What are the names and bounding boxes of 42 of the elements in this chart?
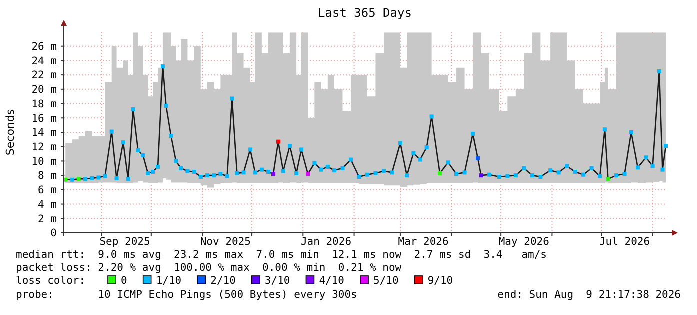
point: [476, 156, 480, 160]
point: [306, 172, 310, 176]
text: probe: 10 ICMP Echo Pings (500 Bytes) every 300s: [16, 289, 358, 301]
legend-label: 1/10: [156, 275, 182, 287]
point: [76, 177, 81, 182]
y-tick-label: 14 m: [32, 127, 57, 140]
text: packet loss: 2.20 % avg 100.00 % max 0.00 % min 0.21 % now: [16, 262, 402, 274]
y-tick-label: 20 m: [32, 84, 57, 96]
y-tick-label: 12 m: [32, 142, 57, 154]
text: end: Sun Aug 9 21:17:38 2026: [498, 289, 681, 301]
x-tick-label: Mar 2026: [398, 236, 449, 248]
point: [479, 174, 484, 178]
point: [276, 140, 280, 144]
y-tick-label: 26 m: [32, 41, 57, 54]
y-tick-label: 8 m: [38, 170, 57, 182]
chart-title: Last 365 Days: [318, 6, 412, 20]
point: [438, 171, 442, 176]
x-tick-label: Jan 2026: [300, 236, 352, 248]
x-tick-label: Sep 2025: [100, 236, 150, 248]
y-tick-label: 18 m: [32, 98, 57, 110]
y-tick-label: 24 m: [32, 55, 57, 68]
y-tick-label: 2 m: [38, 213, 57, 226]
y-tick-label: 0: [50, 228, 57, 240]
legend-title: loss color:: [16, 275, 86, 287]
y-axis-title: Seconds: [4, 109, 17, 156]
legend-label: 2/10: [210, 275, 236, 287]
legend-label: 3/10: [264, 275, 290, 287]
point: [271, 172, 276, 176]
legend-label: 0: [121, 275, 128, 287]
legend-label: 5/10: [374, 275, 399, 287]
y-tick-label: 16 m: [32, 112, 57, 125]
y-tick-label: 6 m: [38, 184, 57, 197]
text: median rtt: 9.0 ms avg 23.2 ms max 7.0 ms min 12.1 ms now 2.7 ms sd 3.4 am/s: [16, 249, 548, 261]
x-tick-label: May 2026: [498, 236, 550, 248]
y-tick-label: 22 m: [32, 70, 57, 82]
point: [606, 177, 610, 182]
x-tick-label: Nov 2025: [200, 236, 251, 248]
legend-label: 9/10: [428, 275, 454, 287]
y-tick-label: 10 m: [32, 156, 57, 168]
x-tick-label: Jul 2026: [599, 236, 650, 248]
legend-label: 4/10: [319, 275, 345, 287]
y-tick-label: 4 m: [38, 198, 57, 211]
